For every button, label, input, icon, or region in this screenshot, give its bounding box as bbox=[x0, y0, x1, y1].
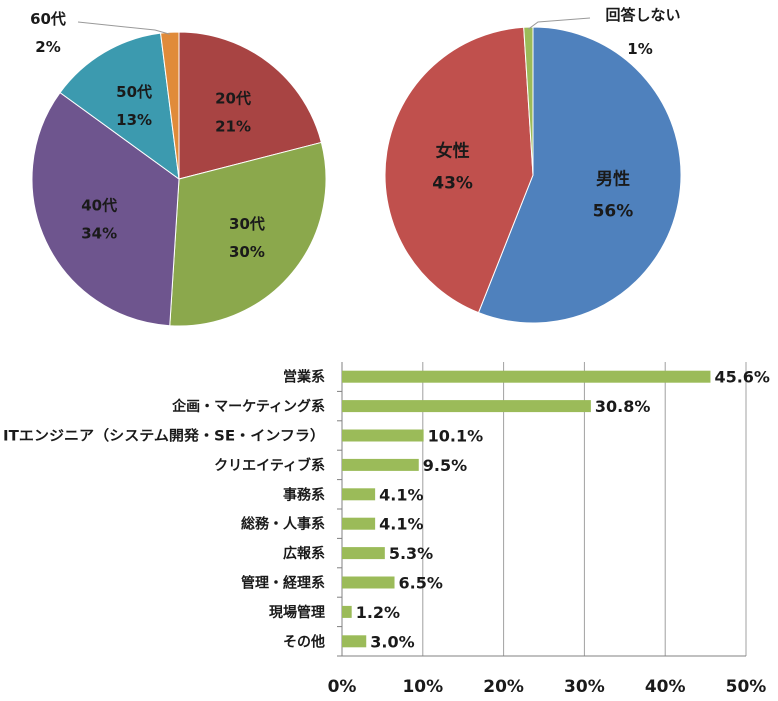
bar-value-label-4: 4.1% bbox=[379, 485, 423, 504]
age-pie-chart: 20代 21% 30代 30% 40代 34% 50代 13% 60代 2% bbox=[30, 10, 327, 327]
category-label-0: 営業系 bbox=[283, 369, 325, 386]
category-label-3: クリエイティブ系 bbox=[214, 457, 325, 474]
bar-2 bbox=[342, 429, 424, 442]
category-label-8: 現場管理 bbox=[269, 604, 325, 621]
slice-value-3: 13% bbox=[116, 111, 152, 129]
bar-9 bbox=[342, 635, 367, 648]
slice-label-2: 回答しない bbox=[605, 6, 680, 24]
pie-slice-3 bbox=[59, 32, 180, 181]
bar-6 bbox=[342, 547, 385, 560]
category-label-5: 総務・人事系 bbox=[241, 516, 325, 533]
bar-8 bbox=[342, 605, 352, 618]
slice-value-4: 2% bbox=[35, 38, 60, 56]
slice-label-0: 20代 bbox=[215, 89, 251, 107]
category-label-7: 管理・経理系 bbox=[241, 575, 325, 592]
slice-value-0: 56% bbox=[593, 201, 634, 221]
slice-label-1: 30代 bbox=[229, 215, 265, 233]
x-tick-label-3: 30% bbox=[564, 677, 605, 697]
bar-value-label-9: 3.0% bbox=[370, 632, 414, 651]
pie-slice-0 bbox=[477, 26, 682, 324]
bar-value-label-5: 4.1% bbox=[379, 515, 423, 534]
bar-value-label-0: 45.6% bbox=[714, 368, 770, 387]
slice-value-0: 21% bbox=[215, 117, 251, 135]
leader-line-4 bbox=[77, 21, 171, 35]
bar-4 bbox=[342, 488, 376, 501]
category-label-6: 広報系 bbox=[283, 545, 325, 562]
bar-3 bbox=[342, 458, 419, 471]
slice-label-1: 女性 bbox=[436, 140, 470, 161]
slice-label-0: 男性 bbox=[596, 168, 630, 189]
bar-1 bbox=[342, 400, 591, 413]
pie-slice-0 bbox=[178, 31, 322, 180]
bar-value-label-8: 1.2% bbox=[356, 603, 400, 622]
bar-5 bbox=[342, 517, 376, 530]
x-tick-label-0: 0% bbox=[328, 677, 357, 697]
bar-value-label-7: 6.5% bbox=[399, 574, 443, 593]
slice-value-2: 1% bbox=[627, 40, 652, 58]
pie-slice-1 bbox=[169, 141, 327, 327]
slice-label-3: 50代 bbox=[116, 83, 152, 101]
slice-value-1: 43% bbox=[432, 173, 473, 193]
category-label-4: 事務系 bbox=[283, 486, 325, 503]
slice-value-2: 34% bbox=[81, 225, 117, 243]
slice-label-2: 40代 bbox=[81, 197, 117, 215]
x-tick-label-1: 10% bbox=[402, 677, 443, 697]
x-tick-label-5: 50% bbox=[726, 677, 767, 697]
pie-slice-4 bbox=[160, 31, 180, 180]
job-bar-chart: 0% 10% 20% 30% 40% 50% 45.6% 営業系 30.8% 企画・マーケティング… bbox=[3, 362, 770, 697]
x-tick-label-2: 20% bbox=[483, 677, 524, 697]
category-label-9: その他 bbox=[283, 633, 325, 650]
slice-label-4: 60代 bbox=[30, 10, 66, 28]
bar-value-label-6: 5.3% bbox=[389, 544, 433, 563]
pie-slice-2 bbox=[31, 91, 180, 327]
pie-slice-1 bbox=[384, 26, 534, 314]
pie-slice-2 bbox=[523, 26, 534, 176]
bar-0 bbox=[342, 370, 711, 383]
slice-value-1: 30% bbox=[229, 243, 265, 261]
bar-value-label-3: 9.5% bbox=[423, 456, 467, 475]
x-tick-label-4: 40% bbox=[645, 677, 686, 697]
gender-pie-chart: 男性 56% 女性 43% 回答しない 1% bbox=[384, 6, 682, 324]
bar-value-label-2: 10.1% bbox=[428, 427, 484, 446]
category-label-1: 企画・マーケティング系 bbox=[171, 398, 325, 415]
leader-line-2 bbox=[528, 17, 591, 30]
bar-value-label-1: 30.8% bbox=[595, 397, 651, 416]
bar-7 bbox=[342, 576, 395, 589]
category-label-2: ITエンジニア（システム開発・SE・インフラ） bbox=[3, 428, 325, 445]
